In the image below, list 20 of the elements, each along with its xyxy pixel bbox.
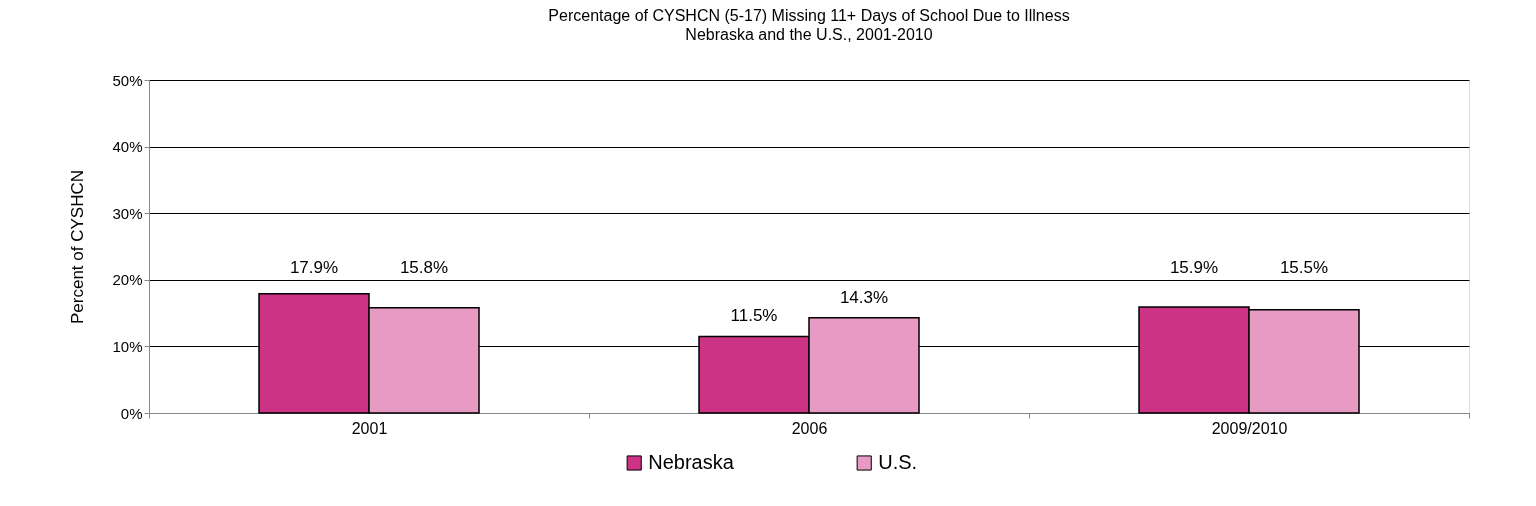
legend-label: Nebraska [648,451,735,473]
x-tick-label: 2006 [791,419,828,437]
y-tick-label: 20% [112,271,143,289]
x-tick-label: 2009/2010 [1211,419,1288,437]
y-axis-title: Percent of CYSHCN [68,170,88,324]
x-tick-label: 2001 [351,419,388,437]
y-tick-label: 10% [112,337,143,355]
data-label: 15.8% [399,257,449,277]
chart-title: Percentage of CYSHCN (5-17) Missing 11+ Days of School Due to Illness [548,7,1070,24]
legend-label: U.S. [878,451,918,473]
data-label: 17.9% [289,257,339,277]
data-label: 15.9% [1169,257,1219,277]
y-tick-label: 0% [120,404,143,422]
y-tick-label: 50% [112,71,143,89]
y-tick-label: 30% [112,204,143,222]
chart-subtitle: Nebraska and the U.S., 2001-2010 [685,26,933,43]
data-label: 15.5% [1279,257,1329,277]
y-tick-label: 40% [112,138,143,156]
data-label: 11.5% [730,306,778,326]
data-label: 14.3% [839,287,889,307]
